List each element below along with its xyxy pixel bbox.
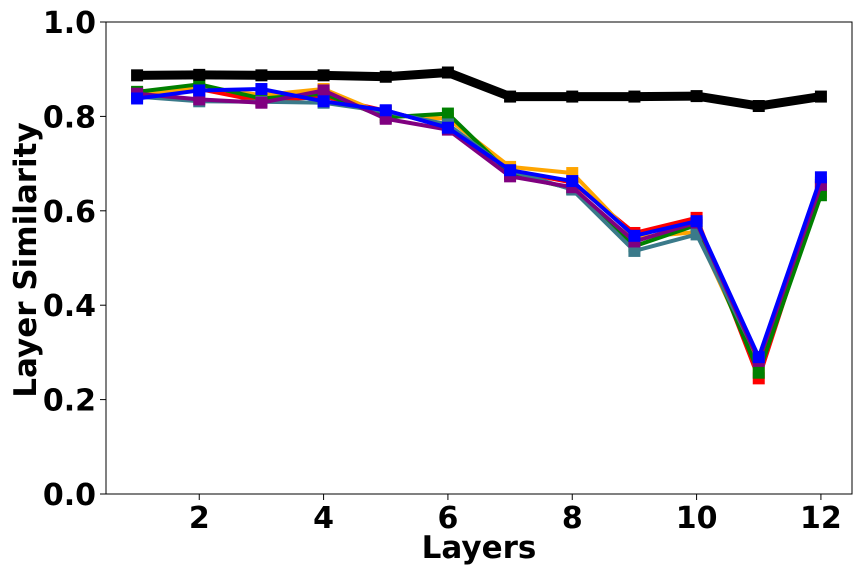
series-line-group — [131, 80, 827, 374]
data-point-marker — [628, 229, 641, 242]
y-tick-label: 0.0 — [43, 478, 96, 513]
series-line-group — [131, 66, 827, 113]
data-point-marker — [131, 92, 144, 105]
data-point-marker — [752, 366, 765, 379]
x-tick-label: 10 — [676, 501, 718, 536]
data-point-marker — [317, 95, 330, 108]
y-tick-label: 0.8 — [43, 100, 96, 135]
data-point-marker — [566, 175, 579, 188]
data-point-marker — [566, 90, 579, 103]
data-point-marker — [255, 69, 268, 82]
y-axis-label: Layer Similarity — [8, 122, 44, 397]
data-point-marker — [814, 171, 827, 184]
series-line-group — [131, 83, 827, 364]
data-point-marker — [255, 83, 268, 96]
series-line-group — [131, 84, 827, 367]
y-tick-label: 0.4 — [43, 289, 96, 324]
series-line — [136, 87, 823, 381]
data-point-marker — [255, 96, 268, 109]
x-axis-ticks: 2 4 6 8 10 12 — [189, 494, 842, 536]
series-line — [136, 82, 823, 375]
data-point-marker — [441, 121, 454, 134]
series-line-group — [131, 83, 827, 385]
series-line-group — [131, 78, 827, 379]
data-point-marker — [379, 104, 392, 117]
data-point-marker — [504, 90, 517, 103]
x-tick-label: 12 — [800, 501, 842, 536]
data-point-marker — [441, 107, 454, 120]
y-axis-ticks: 0.0 0.2 0.4 0.6 0.8 1.0 — [43, 6, 106, 513]
x-tick-label: 4 — [313, 501, 334, 536]
data-point-marker — [690, 215, 703, 228]
series-line-group — [131, 90, 827, 366]
data-point-marker — [131, 69, 144, 82]
data-point-marker — [752, 100, 765, 113]
data-point-marker — [441, 66, 454, 79]
data-point-marker — [814, 90, 827, 103]
series-line — [136, 84, 823, 370]
y-tick-label: 0.6 — [43, 195, 96, 230]
series-line — [136, 88, 823, 363]
data-point-marker — [628, 244, 641, 257]
data-point-marker — [379, 70, 392, 83]
series-line — [137, 68, 822, 111]
data-point-marker — [752, 351, 765, 364]
series-line — [136, 87, 823, 360]
plot-frame — [105, 21, 853, 495]
data-point-marker — [690, 90, 703, 103]
series-line — [136, 94, 823, 362]
y-tick-label: 0.2 — [43, 384, 96, 419]
data-point-marker — [504, 164, 517, 177]
series-group — [131, 66, 827, 385]
data-point-marker — [193, 84, 206, 97]
x-axis-label: Layers — [422, 530, 537, 566]
data-point-marker — [628, 90, 641, 103]
data-point-marker — [317, 84, 330, 97]
data-point-marker — [317, 69, 330, 82]
y-tick-label: 1.0 — [43, 6, 96, 41]
data-point-marker — [193, 68, 206, 81]
x-tick-label: 8 — [562, 501, 583, 536]
x-tick-label: 2 — [189, 501, 210, 536]
x-tick-label: 6 — [437, 501, 458, 536]
